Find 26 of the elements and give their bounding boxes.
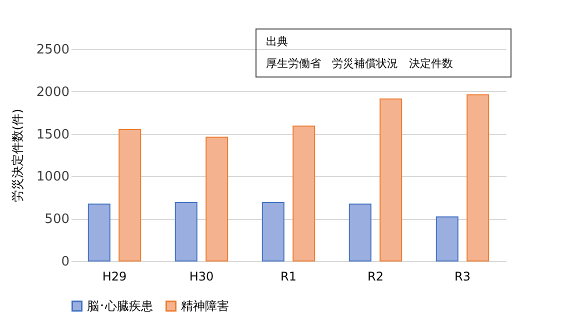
y-tick-label: 2500	[36, 42, 70, 58]
y-axis-title: 労災決定件数(件)	[10, 108, 24, 202]
y-tick-label: 1000	[36, 170, 70, 185]
bar	[174, 202, 198, 262]
legend-label: 精神障害	[181, 299, 229, 314]
text: 出典	[266, 35, 288, 48]
y-tick-label: 1500	[36, 127, 70, 142]
y-tick-label: 500	[44, 212, 70, 228]
bar	[436, 216, 458, 262]
bar	[206, 136, 228, 262]
x-tick-label: R2	[368, 270, 384, 284]
x-tick-label: H29	[102, 270, 127, 284]
y-tick-label: 0	[61, 254, 70, 270]
bar	[118, 129, 142, 262]
y-tick-label: 2000	[36, 84, 70, 100]
x-tick-label: R1	[280, 270, 296, 284]
x-tick-label: R3	[454, 270, 470, 284]
legend-label: 脳･心臓疾患	[87, 299, 153, 314]
bar	[466, 94, 490, 262]
bar	[88, 204, 110, 262]
bar	[348, 204, 372, 262]
bar	[380, 98, 402, 262]
bar	[262, 202, 284, 262]
x-tick-label: H30	[189, 270, 214, 284]
bar	[292, 126, 316, 262]
annotation: 厚生労働省 労災補償状況 決定件数	[266, 57, 453, 70]
